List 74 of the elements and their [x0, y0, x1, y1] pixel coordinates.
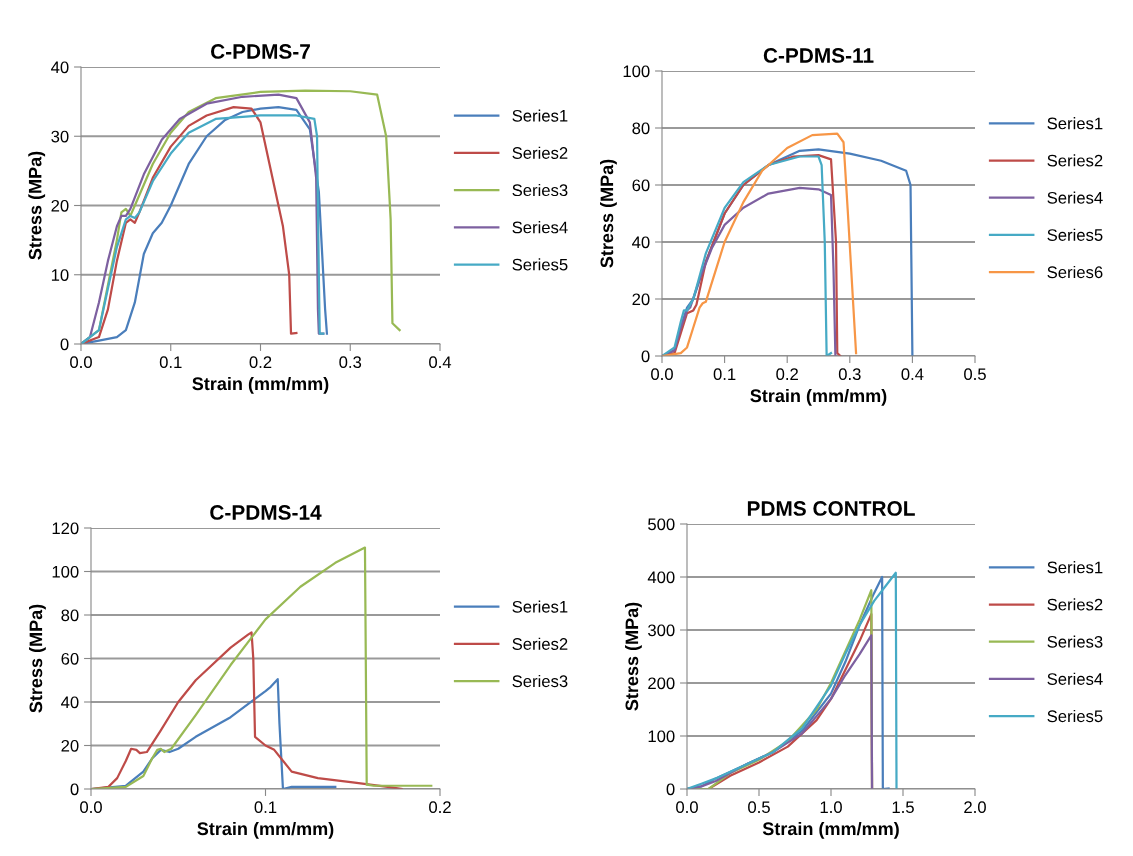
chart-title: C-PDMS-11 [763, 48, 874, 63]
legend-label: Series1 [1047, 117, 1103, 130]
y-tick-label: 80 [61, 609, 79, 622]
y-tick-label: 200 [648, 677, 675, 690]
legend-label: Series3 [512, 183, 568, 197]
x-tick-label: 0.2 [429, 801, 451, 814]
x-tick-label: 0.4 [429, 356, 452, 369]
x-tick-label: 0.5 [964, 368, 986, 381]
x-tick-label: 0.1 [159, 356, 182, 369]
legend-label: Series1 [1047, 561, 1103, 574]
y-axis-title: Stress (MPa) [29, 604, 46, 713]
legend-label: Series5 [1047, 228, 1103, 241]
y-tick-label: 20 [632, 293, 650, 306]
y-tick-label: 300 [648, 624, 675, 637]
y-tick-label: 40 [51, 61, 69, 74]
y-tick-label: 100 [52, 565, 79, 578]
legend-label: Series4 [1047, 191, 1103, 204]
y-tick-label: 60 [61, 652, 79, 665]
x-tick-label: 0.3 [339, 356, 362, 369]
x-tick-label: 0.1 [254, 801, 277, 814]
legend-label: Series3 [1047, 635, 1103, 648]
legend-label: Series2 [1047, 598, 1103, 611]
y-tick-label: 500 [648, 518, 675, 531]
x-tick-label: 0.1 [713, 368, 736, 381]
y-tick-label: 40 [632, 236, 650, 249]
x-tick-label: 0.5 [748, 801, 770, 814]
y-tick-label: 0 [60, 338, 69, 351]
legend-label: Series5 [1047, 709, 1103, 723]
x-tick-label: 2.0 [964, 801, 986, 814]
legend-label: Series2 [1047, 154, 1103, 167]
x-tick-label: 0.2 [249, 356, 272, 369]
chart-title: C-PDMS-14 [210, 505, 322, 520]
y-tick-label: 0 [641, 350, 650, 363]
x-axis-title: Strain (mm/mm) [192, 376, 329, 394]
legend-label: Series6 [1047, 265, 1103, 279]
y-tick-label: 80 [632, 122, 650, 135]
y-tick-label: 0 [666, 783, 675, 796]
legend-label: Series1 [512, 109, 568, 122]
chart-title: PDMS CONTROL [747, 501, 915, 516]
y-tick-label: 20 [61, 739, 79, 752]
y-axis-title: Stress (MPa) [28, 151, 46, 260]
y-tick-label: 100 [648, 730, 675, 743]
x-tick-label: 1.5 [892, 801, 914, 814]
y-tick-label: 40 [61, 696, 79, 709]
line-series [662, 132, 858, 356]
legend-label: Series4 [1047, 672, 1103, 685]
y-tick-label: 30 [51, 130, 69, 143]
x-axis-title: Strain (mm/mm) [762, 821, 899, 839]
legend-label: Series2 [512, 637, 568, 650]
x-axis-title: Strain (mm/mm) [750, 388, 887, 406]
x-tick-label: 0.0 [70, 356, 92, 369]
chart-title: C-PDMS-7 [211, 44, 310, 59]
legend-label: Series5 [512, 258, 568, 271]
legend-label: Series1 [512, 600, 568, 613]
y-tick-label: 60 [632, 179, 650, 192]
y-tick-label: 10 [51, 269, 69, 281]
x-tick-label: 0.0 [676, 801, 698, 814]
y-tick-label: 120 [52, 522, 79, 535]
x-tick-label: 0.4 [901, 368, 924, 381]
y-tick-label: 100 [623, 65, 650, 78]
legend-label: Series3 [512, 674, 568, 688]
x-tick-label: 1.0 [820, 801, 842, 814]
y-tick-label: 400 [647, 571, 675, 584]
x-tick-label: 0.0 [651, 368, 673, 381]
x-axis-title: Strain (mm/mm) [197, 821, 334, 839]
x-tick-label: 0.0 [80, 801, 102, 814]
x-tick-label: 0.3 [838, 368, 861, 381]
legend-label: Series2 [512, 146, 568, 159]
legend-label: Series4 [512, 221, 568, 234]
y-axis-title: Stress (MPa) [600, 159, 617, 268]
y-tick-label: 0 [70, 783, 79, 796]
y-tick-label: 20 [51, 199, 69, 212]
y-axis-title: Stress (MPa) [625, 602, 642, 711]
x-tick-label: 0.2 [776, 368, 798, 381]
